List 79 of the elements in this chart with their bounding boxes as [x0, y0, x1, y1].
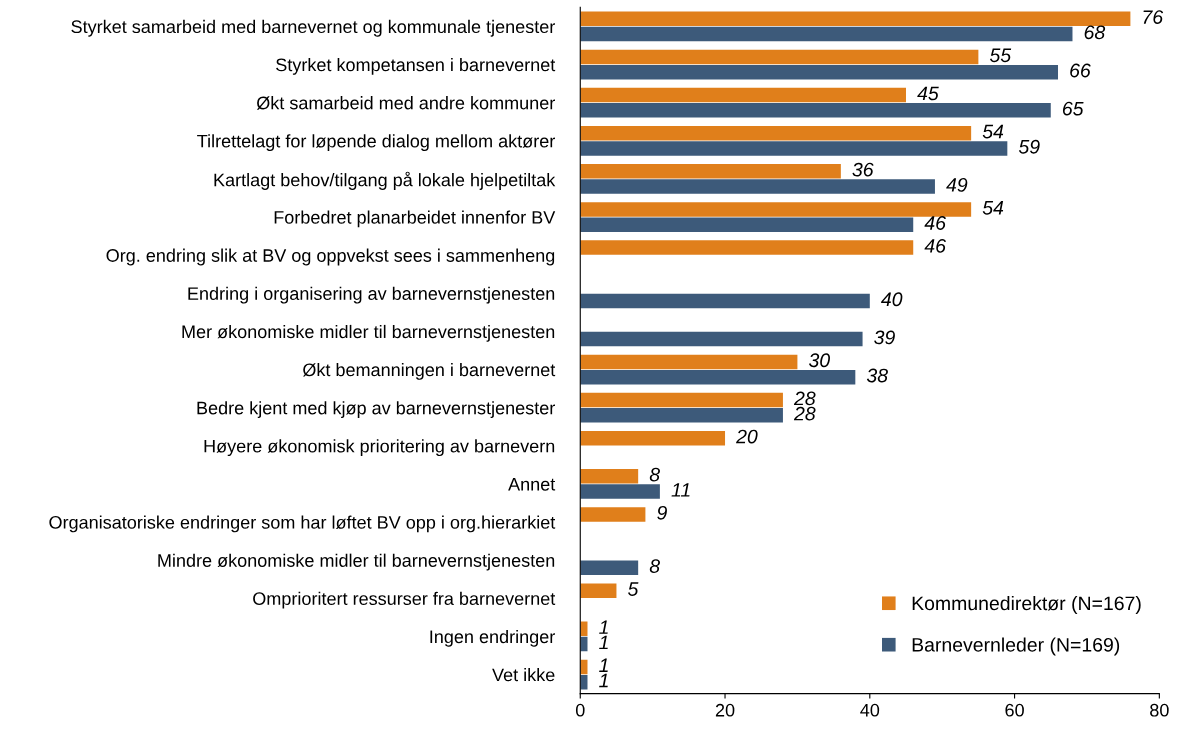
y-tick-label: Styrket kompetansen i barnevernet — [276, 57, 556, 75]
data-label: 40 — [881, 292, 903, 307]
data-label: 38 — [866, 368, 888, 383]
data-label: 20 — [736, 429, 758, 444]
y-tick-label: Mindre økonomiske midler til barnevernstjenesten — [158, 553, 555, 571]
y-tick-label: Kartlagt behov/tilgang på lokale hjelpetiltak — [214, 171, 556, 190]
x-tick-label: 80 — [1150, 703, 1169, 717]
x-tick-label: 20 — [715, 703, 735, 717]
y-tick-label: Vet ikke — [492, 668, 555, 682]
data-label: 1 — [599, 658, 608, 672]
bar — [580, 87, 906, 103]
bar — [580, 583, 617, 598]
bar — [580, 331, 863, 347]
y-tick-label: Styrket samarbeid med barnevernet og kommunale tjenester — [71, 19, 555, 37]
data-label: 45 — [917, 86, 939, 101]
bar — [580, 430, 726, 446]
y-tick-label: Org. endring slik at BV og oppvekst sees i sammenheng — [106, 248, 555, 266]
legend-label: Barnevernleder (N=169) — [912, 637, 1120, 656]
bar — [580, 469, 639, 484]
bar — [580, 240, 914, 255]
legend-label: Kommunedirektør (N=167) — [912, 595, 1141, 615]
data-label: 59 — [1018, 139, 1040, 154]
data-label: 54 — [982, 124, 1004, 139]
y-tick-label: Annet — [508, 478, 556, 491]
bar — [580, 408, 783, 423]
bar — [580, 354, 798, 370]
y-tick-label: Omprioritert ressurser fra barnevernet — [253, 591, 556, 609]
y-tick-label: Økt bemanningen i barnevernet — [302, 363, 556, 380]
data-label: 28 — [793, 391, 816, 406]
data-label: 46 — [924, 216, 946, 230]
bar — [580, 64, 1059, 80]
data-label: 8 — [649, 467, 660, 482]
data-label: 54 — [982, 201, 1004, 215]
bar — [580, 369, 856, 385]
bar — [580, 11, 1131, 27]
data-label: 76 — [1143, 10, 1164, 24]
x-tick-label: 40 — [860, 703, 880, 717]
data-label: 8 — [649, 559, 660, 574]
data-label: 1 — [599, 620, 608, 634]
bar — [580, 217, 914, 232]
data-label: 1 — [599, 635, 608, 650]
bar — [580, 507, 646, 522]
bar — [580, 202, 972, 217]
y-tick-label: Høyere økonomisk prioritering av barnevern — [204, 439, 555, 457]
bar — [580, 560, 639, 576]
y-tick-label: Tilrettelagt for løpende dialog mellom aktører — [197, 134, 555, 152]
data-label: 66 — [1070, 63, 1091, 78]
x-tick-label: 60 — [1005, 703, 1024, 717]
data-label: 46 — [924, 238, 946, 253]
bar — [580, 179, 935, 194]
data-label: 55 — [989, 48, 1012, 63]
y-tick-label: Organisatoriske endringer som har løftet BV opp i org.hierarkiet — [49, 515, 556, 533]
data-label: 28 — [793, 406, 816, 421]
bar — [580, 141, 1008, 156]
bar — [580, 103, 1051, 118]
y-tick-label: Forbedret planarbeidet innenfor BV — [274, 210, 556, 228]
data-label: 49 — [946, 177, 968, 192]
bar — [580, 125, 972, 141]
y-tick-label: Ingen endringer — [430, 629, 555, 647]
bar — [580, 164, 841, 179]
data-label: 30 — [808, 353, 830, 368]
y-tick-label: Endring i organisering av barnevernstjenesten — [188, 286, 555, 304]
y-tick-label: Bedre kjent med kjøp av barnevernstjenester — [197, 401, 555, 418]
data-label: 1 — [599, 673, 608, 688]
bar — [580, 293, 870, 309]
data-label: 36 — [852, 162, 874, 177]
x-tick-label: 0 — [575, 703, 585, 717]
data-label: 5 — [628, 582, 639, 596]
bar — [580, 26, 1073, 42]
bar — [580, 49, 979, 65]
y-tick-label: Økt samarbeid med andre kommuner — [256, 96, 555, 110]
y-tick-label: Mer økonomiske midler til barnevernstjenesten — [182, 324, 555, 342]
data-label: 65 — [1062, 101, 1084, 116]
data-label: 9 — [657, 505, 667, 520]
data-label: 68 — [1084, 25, 1106, 40]
bar — [580, 484, 660, 499]
bar — [580, 392, 783, 408]
data-label: 11 — [671, 483, 690, 497]
data-label: 39 — [874, 330, 895, 345]
